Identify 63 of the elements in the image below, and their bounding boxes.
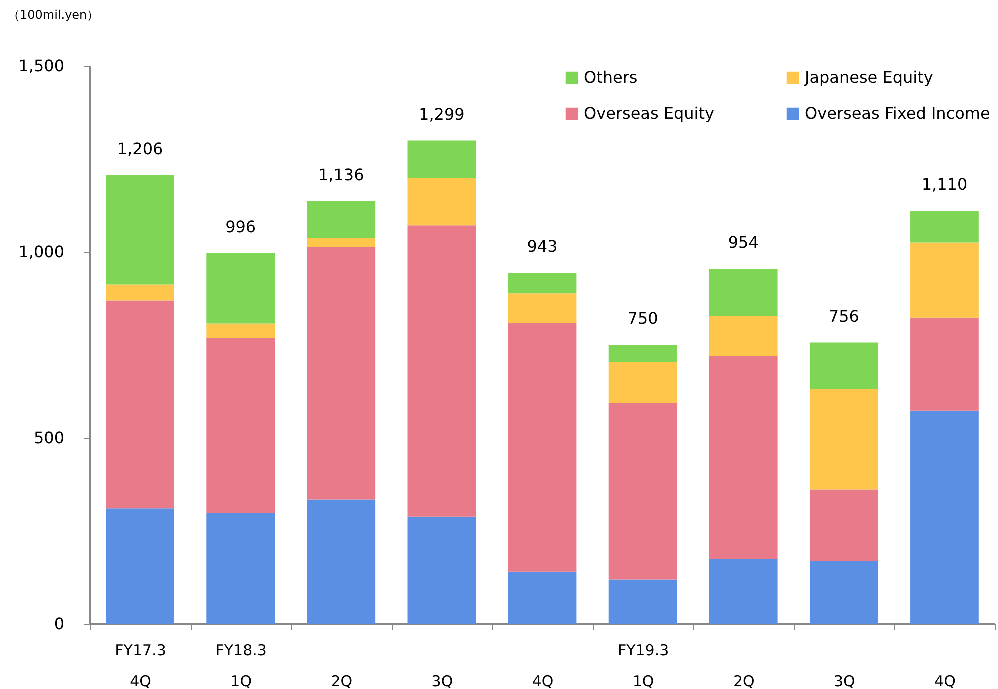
- total-label: 954: [728, 233, 759, 252]
- y-tick-label: 1,500: [18, 56, 64, 76]
- legend-label: Overseas Fixed Income: [805, 104, 990, 123]
- bar: [106, 284, 174, 301]
- bar: [709, 316, 778, 356]
- total-label: 1,136: [318, 165, 364, 184]
- bar: [106, 508, 174, 624]
- x-tick-label: 2Q: [331, 672, 353, 689]
- legend-label: Japanese Equity: [804, 68, 934, 87]
- x-tick-label: 3Q: [432, 672, 454, 689]
- bar: [206, 253, 276, 324]
- y-axis-title: （100mil.yen）: [8, 8, 100, 22]
- x-tick-label: 3Q: [834, 672, 856, 689]
- x-tick-label: 4Q: [532, 672, 554, 689]
- bar: [910, 318, 979, 411]
- bar: [408, 140, 476, 178]
- bar: [608, 362, 678, 404]
- bar: [307, 201, 376, 238]
- y-tick-label: 1,000: [18, 242, 64, 262]
- total-label: 996: [226, 217, 256, 236]
- bar: [910, 242, 979, 318]
- total-label: 1,206: [117, 139, 164, 158]
- total-label: 756: [828, 306, 860, 326]
- bar: [608, 403, 678, 580]
- bar: [810, 561, 878, 624]
- bar: [307, 500, 376, 624]
- x-tick-label: FY18.3 1Q: [216, 642, 267, 689]
- bar: [608, 345, 678, 362]
- total-label: 750: [628, 309, 658, 328]
- bar: [206, 324, 276, 338]
- bar: [106, 175, 174, 285]
- bar: [408, 516, 476, 624]
- total-label: 1,110: [922, 175, 968, 194]
- bar: [508, 294, 577, 324]
- bar: [206, 338, 276, 514]
- bar: [910, 211, 979, 243]
- bar: [508, 273, 577, 294]
- total-label: 943: [527, 237, 558, 256]
- bar: [810, 490, 878, 562]
- bar: [810, 342, 878, 390]
- bar: [206, 513, 276, 624]
- bar: [709, 269, 778, 316]
- bar: [106, 300, 174, 509]
- bar: [709, 356, 778, 560]
- bar: [508, 323, 577, 572]
- legend-label: Overseas Equity: [584, 104, 714, 123]
- bar: [508, 572, 577, 624]
- legend-label: Others: [584, 68, 638, 87]
- bar: [307, 247, 376, 500]
- bar: [408, 178, 476, 226]
- x-tick-label: 2Q: [733, 672, 755, 689]
- bar: [709, 559, 778, 624]
- y-tick-label: 0: [54, 614, 64, 634]
- total-label: 1,299: [419, 104, 465, 124]
- x-tick-label: FY17.3 4Q: [115, 642, 166, 689]
- bar: [608, 580, 678, 624]
- x-tick-label: FY19.3 1Q: [618, 642, 670, 689]
- bar: [307, 238, 376, 248]
- x-tick-label: 4Q: [934, 672, 956, 689]
- bar: [810, 389, 878, 490]
- bar: [910, 410, 979, 624]
- bar: [408, 226, 476, 517]
- y-tick-label: 500: [34, 428, 64, 448]
